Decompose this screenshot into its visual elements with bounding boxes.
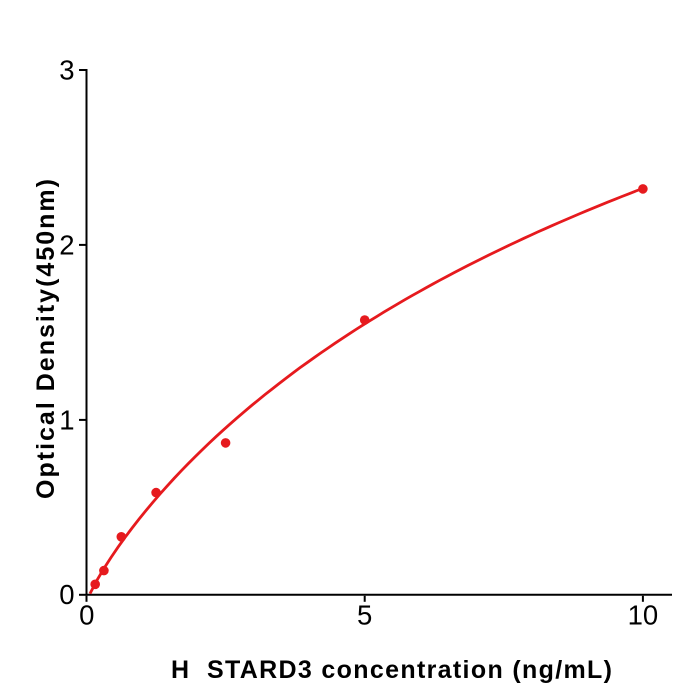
svg-text:Optical Density(450nm): Optical Density(450nm): [32, 179, 60, 499]
svg-text:2: 2: [59, 229, 74, 260]
svg-text:3: 3: [59, 54, 74, 85]
svg-text:0: 0: [59, 579, 74, 610]
svg-text:0: 0: [79, 600, 94, 631]
svg-text:10: 10: [628, 600, 659, 631]
svg-text:H STARD3 concentration (ng/mL: H STARD3 concentration (ng/mL): [171, 656, 612, 684]
svg-text:1: 1: [59, 404, 74, 435]
svg-text:5: 5: [357, 600, 372, 631]
